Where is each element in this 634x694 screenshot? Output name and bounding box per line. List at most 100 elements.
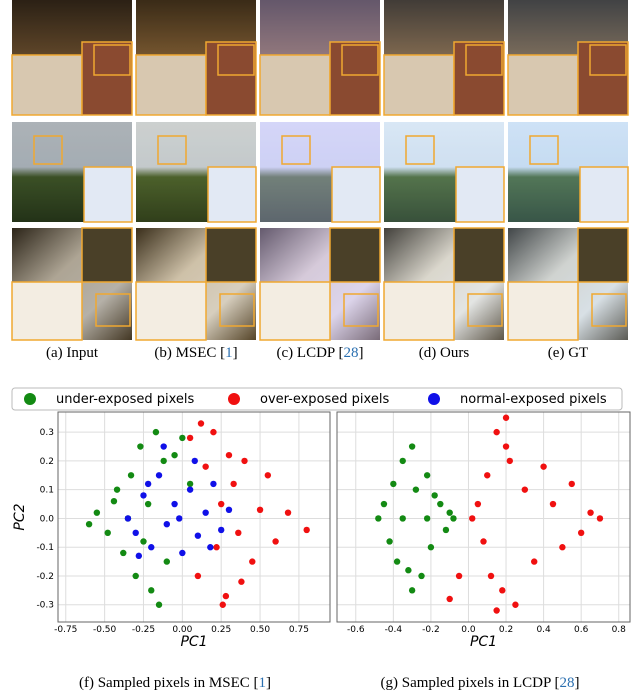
legend-label: over-exposed pixels bbox=[260, 392, 389, 407]
legend-marker bbox=[228, 393, 240, 405]
y-tick-label: 0.3 bbox=[40, 428, 54, 438]
point bbox=[133, 530, 139, 536]
point bbox=[140, 538, 146, 544]
point bbox=[493, 607, 499, 613]
inset bbox=[12, 282, 82, 340]
point bbox=[164, 558, 170, 564]
inset bbox=[508, 282, 578, 340]
point bbox=[409, 587, 415, 593]
caption-text: (a) Input bbox=[46, 345, 99, 361]
point bbox=[499, 587, 505, 593]
point bbox=[285, 509, 291, 515]
point bbox=[148, 587, 154, 593]
point bbox=[156, 472, 162, 478]
point bbox=[469, 515, 475, 521]
point bbox=[145, 501, 151, 507]
point bbox=[145, 481, 151, 487]
figure: (a) Input (b) MSEC [1] (c) LCDP [28] (d) Ou… bbox=[0, 0, 634, 694]
point bbox=[522, 486, 528, 492]
inset bbox=[206, 228, 256, 282]
x-tick-label: 0.25 bbox=[211, 625, 231, 635]
citation: 28 bbox=[343, 345, 358, 361]
point bbox=[424, 515, 430, 521]
point bbox=[507, 458, 513, 464]
caption-text: ] bbox=[266, 675, 271, 691]
point bbox=[400, 515, 406, 521]
caption-text: (b) MSEC [ bbox=[154, 345, 225, 361]
point bbox=[456, 573, 462, 579]
point bbox=[241, 458, 247, 464]
point bbox=[257, 507, 263, 513]
zoom-box bbox=[82, 42, 132, 115]
caption: (d) Ours bbox=[419, 345, 470, 361]
caption: (a) Input bbox=[46, 345, 99, 361]
point bbox=[120, 550, 126, 556]
point bbox=[381, 501, 387, 507]
point bbox=[220, 602, 226, 608]
point bbox=[400, 458, 406, 464]
point bbox=[105, 530, 111, 536]
x-tick-label: -0.6 bbox=[347, 625, 365, 635]
legend-label: under-exposed pixels bbox=[56, 392, 195, 407]
point bbox=[86, 521, 92, 527]
point bbox=[125, 515, 131, 521]
point bbox=[265, 472, 271, 478]
point bbox=[446, 509, 452, 515]
point bbox=[207, 544, 213, 550]
point bbox=[164, 521, 170, 527]
citation: 28 bbox=[560, 675, 575, 691]
point bbox=[218, 527, 224, 533]
point bbox=[136, 553, 142, 559]
point bbox=[450, 515, 456, 521]
inset bbox=[580, 167, 628, 222]
caption: (g) Sampled pixels in LCDP [28] bbox=[380, 675, 579, 691]
zoom-box bbox=[454, 42, 504, 115]
caption-text: ] bbox=[358, 345, 363, 361]
inset bbox=[208, 167, 256, 222]
caption: (c) LCDP [28] bbox=[277, 345, 364, 361]
inset bbox=[384, 282, 454, 340]
x-tick-label: 0.2 bbox=[499, 625, 513, 635]
zoom-box bbox=[330, 42, 380, 115]
caption: (b) MSEC [1] bbox=[154, 345, 237, 361]
point bbox=[137, 443, 143, 449]
legend-marker bbox=[24, 393, 36, 405]
x-tick-label: -0.75 bbox=[54, 625, 77, 635]
point bbox=[218, 501, 224, 507]
x-tick-label: -0.25 bbox=[132, 625, 155, 635]
point bbox=[540, 463, 546, 469]
point bbox=[153, 429, 159, 435]
point bbox=[179, 550, 185, 556]
point bbox=[192, 458, 198, 464]
point bbox=[148, 544, 154, 550]
point bbox=[171, 501, 177, 507]
zoom-box bbox=[206, 42, 256, 115]
point bbox=[303, 527, 309, 533]
point bbox=[475, 501, 481, 507]
point bbox=[569, 481, 575, 487]
point bbox=[394, 558, 400, 564]
point bbox=[431, 492, 437, 498]
point bbox=[133, 573, 139, 579]
point bbox=[405, 567, 411, 573]
legend-label: normal-exposed pixels bbox=[460, 392, 607, 407]
point bbox=[160, 443, 166, 449]
point bbox=[223, 593, 229, 599]
point bbox=[272, 538, 278, 544]
x-tick-label: 0.75 bbox=[289, 625, 309, 635]
point bbox=[226, 507, 232, 513]
caption-text: (g) Sampled pixels in LCDP [ bbox=[380, 675, 559, 691]
zoom-box bbox=[578, 42, 628, 115]
point bbox=[493, 429, 499, 435]
point bbox=[238, 579, 244, 585]
point bbox=[587, 509, 593, 515]
point bbox=[578, 530, 584, 536]
point bbox=[503, 443, 509, 449]
point bbox=[559, 544, 565, 550]
point bbox=[179, 435, 185, 441]
point bbox=[428, 544, 434, 550]
inset bbox=[330, 228, 380, 282]
inset bbox=[136, 55, 206, 115]
point bbox=[195, 573, 201, 579]
point bbox=[249, 558, 255, 564]
